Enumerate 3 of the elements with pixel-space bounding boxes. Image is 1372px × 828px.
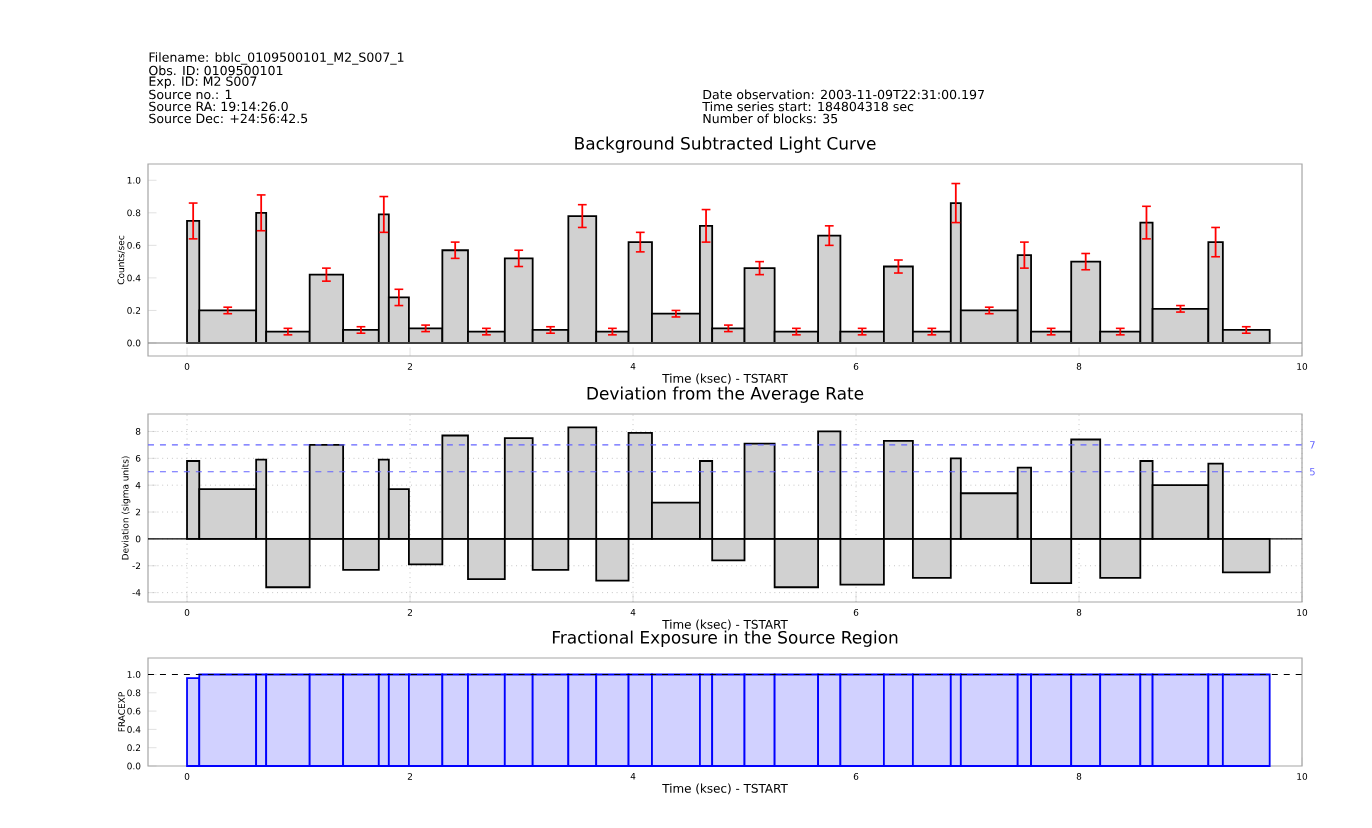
- chart-title: Background Subtracted Light Curve: [575, 136, 876, 153]
- chart-title: Fractional Exposure in the Source Region: [552, 630, 898, 647]
- chart-title: Deviation from the Average Rate: [587, 386, 864, 403]
